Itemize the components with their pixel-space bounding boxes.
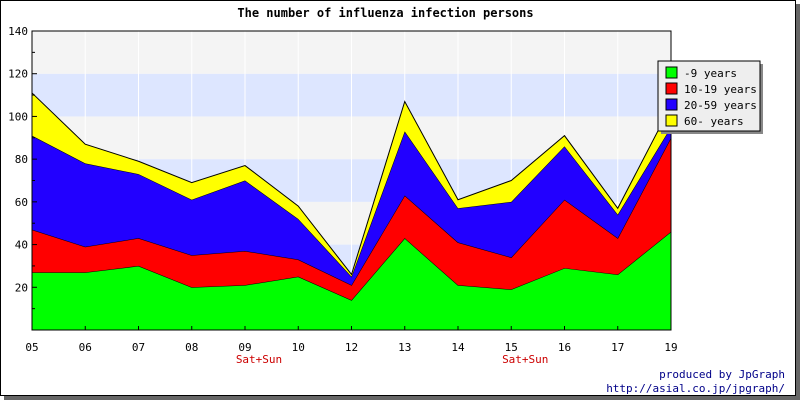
y-tick-label: 60 [15,196,28,209]
chart-title: The number of influenza infection person… [237,6,533,20]
y-tick-label: 80 [15,153,28,166]
legend-label: -9 years [684,67,737,80]
series-line-4 [31,92,672,276]
x-tick-label: 17 [611,341,624,354]
legend-swatch [665,98,678,111]
y-tick-label: 40 [15,239,28,252]
footer-link[interactable]: http://asial.co.jp/jpgraph/ [606,382,785,395]
x-tick-label: 10 [292,341,305,354]
legend-swatch [665,82,678,95]
area-series-1 [32,231,671,330]
footer-credit: produced by JpGraph [659,368,785,381]
legend-label: 60- years [684,115,744,128]
x-sublabel: Sat+Sun [502,353,548,366]
y-tick-label: 20 [15,281,28,294]
y-tick-label: 100 [8,110,28,123]
x-sublabel: Sat+Sun [236,353,282,366]
x-tick-label: 13 [398,341,411,354]
legend-swatch [665,66,678,79]
x-tick-label: 15 [505,341,518,354]
x-tick-label: 16 [558,341,571,354]
area-series-3 [32,127,671,286]
legend-label: 10-19 years [684,83,757,96]
x-tick-label: 19 [664,341,677,354]
x-tick-label: 09 [238,341,251,354]
legend-swatch [665,114,678,127]
y-tick-label: 120 [8,68,28,81]
y-tick-label: 140 [8,25,28,38]
x-tick-label: 07 [132,341,145,354]
x-tick-label: 06 [79,341,92,354]
area-chart: The number of influenza infection person… [8,6,763,366]
x-tick-label: 05 [25,341,38,354]
x-tick-label: 08 [185,341,198,354]
x-tick-label: 12 [345,341,358,354]
legend-label: 20-59 years [684,99,757,112]
x-tick-label: 14 [451,341,465,354]
area-series-2 [32,137,671,301]
